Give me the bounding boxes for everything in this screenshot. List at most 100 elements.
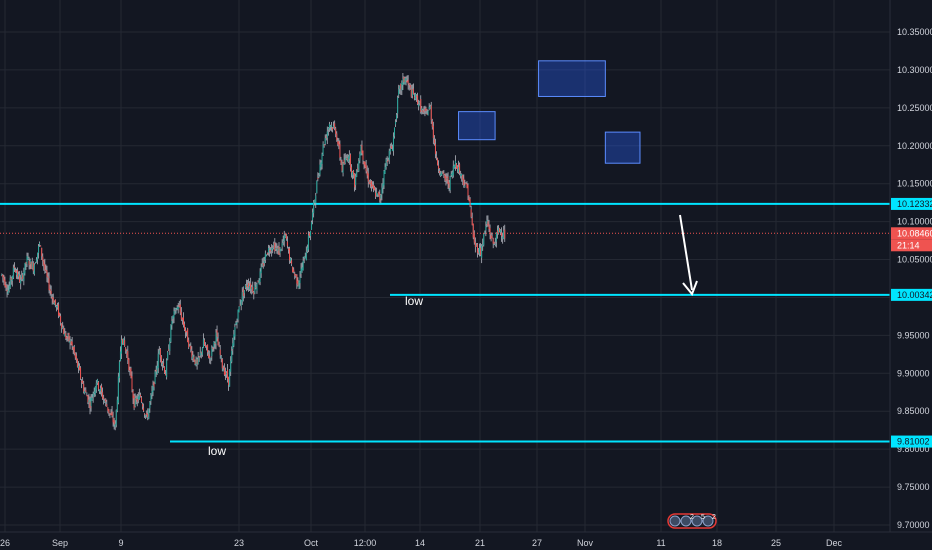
candle-body bbox=[131, 376, 133, 391]
candle-body bbox=[56, 306, 58, 308]
candle-body bbox=[427, 110, 429, 116]
candle-body bbox=[355, 176, 357, 186]
countdown-badge-text: 21:14 bbox=[897, 240, 920, 250]
candle-body bbox=[237, 309, 239, 320]
candle-body bbox=[268, 247, 269, 253]
candle-body bbox=[403, 77, 405, 83]
candle-body bbox=[43, 260, 45, 266]
candle-body bbox=[243, 290, 245, 294]
candle-body bbox=[37, 252, 38, 260]
candle-body bbox=[234, 327, 236, 337]
candle-body bbox=[271, 248, 273, 251]
candle-body bbox=[323, 144, 325, 146]
time-axis-ticks[interactable]: 26 Sep 9 23 Oct 12:00 14 21 27 Nov 11 18 25 Dec bbox=[0, 538, 842, 548]
candle-body bbox=[230, 360, 232, 372]
candle-body bbox=[301, 267, 303, 272]
x-tick-label: 18 bbox=[712, 538, 722, 548]
candle-body bbox=[195, 359, 197, 366]
candle-body bbox=[107, 407, 109, 411]
candle-body bbox=[362, 150, 364, 160]
candle-body bbox=[240, 300, 242, 307]
candle-body bbox=[69, 339, 71, 344]
y-tick-label: 9.85000 bbox=[897, 406, 930, 416]
candle-body bbox=[190, 345, 192, 350]
candle-body bbox=[199, 352, 201, 356]
candle-body bbox=[374, 187, 376, 191]
candle-body bbox=[292, 266, 294, 273]
event-count: 2 bbox=[690, 514, 694, 521]
candle-body bbox=[316, 180, 318, 194]
candle-body bbox=[108, 409, 110, 413]
candle-body bbox=[218, 345, 220, 347]
candle-body bbox=[348, 154, 350, 159]
candle-body bbox=[368, 182, 370, 184]
candle-body bbox=[161, 363, 163, 365]
events-group[interactable] bbox=[667, 513, 717, 529]
candle-body bbox=[452, 166, 454, 176]
event-icon[interactable] bbox=[680, 515, 692, 527]
low-label: low bbox=[208, 444, 226, 458]
candle-body bbox=[158, 350, 160, 354]
candle-body bbox=[227, 369, 229, 380]
candle-body bbox=[378, 191, 380, 196]
candle-body bbox=[67, 335, 69, 337]
candle-body bbox=[401, 82, 403, 91]
candle-body bbox=[239, 304, 241, 306]
horizontal-levels[interactable] bbox=[0, 202, 890, 443]
candle-body bbox=[94, 387, 96, 395]
candle-body bbox=[376, 192, 378, 196]
candle-body bbox=[250, 283, 252, 289]
candle-body bbox=[497, 228, 499, 234]
candle-body bbox=[322, 143, 324, 155]
candle-body bbox=[365, 164, 367, 172]
candle-body bbox=[77, 365, 79, 368]
candle-body bbox=[73, 346, 75, 354]
event-icon[interactable] bbox=[702, 515, 714, 527]
candle-body bbox=[194, 359, 196, 364]
candle-body bbox=[151, 391, 153, 395]
candle-body bbox=[289, 248, 290, 261]
candle-body bbox=[26, 256, 28, 265]
candle-body bbox=[34, 262, 36, 264]
annotations: low low bbox=[208, 294, 423, 458]
candle-body bbox=[488, 224, 490, 230]
candle-body bbox=[172, 315, 174, 320]
candle-body bbox=[41, 247, 43, 257]
candle-body bbox=[303, 256, 305, 259]
candle-body bbox=[321, 154, 323, 164]
candle-body bbox=[436, 156, 437, 158]
candle-body bbox=[3, 276, 5, 281]
candle-body bbox=[485, 226, 487, 231]
candle-body bbox=[442, 171, 444, 173]
candle-body bbox=[126, 353, 128, 355]
candle-body bbox=[83, 383, 85, 392]
candle-body bbox=[327, 128, 329, 130]
candle-body bbox=[470, 209, 472, 217]
candle-body bbox=[186, 330, 188, 332]
candle-body bbox=[385, 159, 387, 167]
event-icon[interactable] bbox=[691, 515, 703, 527]
candle-body bbox=[165, 373, 167, 376]
candle-body bbox=[113, 420, 115, 425]
candle-body bbox=[23, 271, 25, 281]
candle-body bbox=[137, 396, 139, 400]
candle-body bbox=[264, 253, 266, 260]
candle-body bbox=[12, 267, 14, 278]
candle-body bbox=[180, 312, 182, 320]
candle-body bbox=[275, 247, 277, 250]
candle-body bbox=[464, 185, 466, 187]
candle-body bbox=[465, 182, 467, 184]
candle-body bbox=[111, 411, 113, 417]
candle-body bbox=[276, 248, 278, 250]
candle-body bbox=[219, 349, 221, 355]
candle-body bbox=[10, 277, 12, 281]
candle-body bbox=[495, 232, 497, 242]
x-tick-label: Dec bbox=[826, 538, 843, 548]
event-icon[interactable] bbox=[669, 515, 681, 527]
candle-body bbox=[17, 270, 19, 277]
candle-body bbox=[124, 340, 126, 347]
candle-body bbox=[105, 399, 107, 402]
